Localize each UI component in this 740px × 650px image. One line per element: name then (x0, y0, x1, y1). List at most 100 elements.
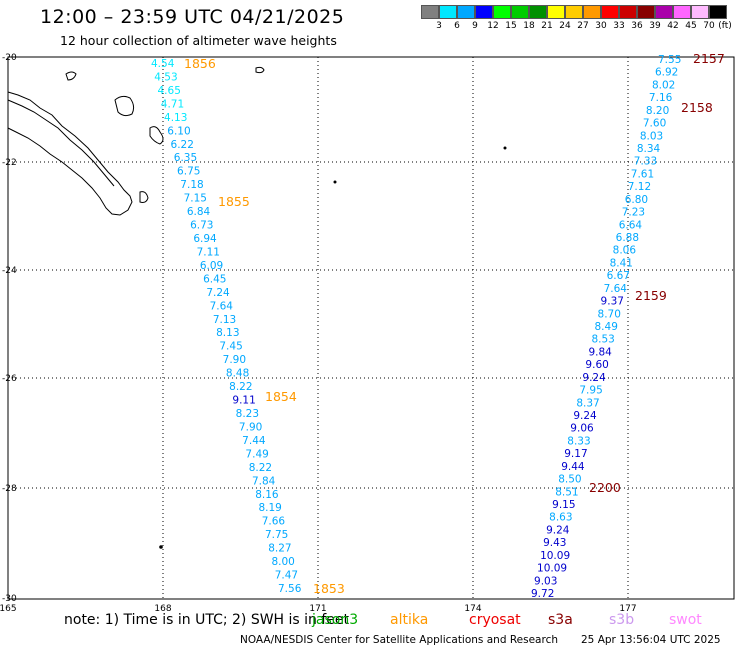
wave-height-value: 9.72 (531, 588, 554, 600)
wave-height-value: 9.44 (561, 461, 585, 473)
pass-time-label: 1856 (184, 56, 216, 71)
island-4 (149, 126, 164, 145)
wave-height-value: 8.00 (271, 556, 294, 568)
graticule (8, 57, 734, 599)
legend-label: 3 (436, 21, 442, 31)
legend-swatch (457, 5, 475, 19)
wave-height-value: 4.71 (161, 98, 184, 110)
legend-label: 6 (454, 21, 460, 31)
coastline (7, 66, 265, 216)
lon-tick-label: 177 (619, 604, 636, 612)
wave-height-value: 7.55 (658, 54, 681, 66)
legend-label: 36 (631, 21, 643, 31)
pass-time-label: 1853 (313, 581, 345, 596)
wave-height-value: 7.75 (265, 529, 288, 541)
legend-swatch (601, 5, 619, 19)
map-frame (7, 56, 735, 600)
wave-height-value: 6.09 (200, 260, 223, 272)
legend-swatch (655, 5, 673, 19)
wave-height-value: 4.54 (151, 58, 175, 70)
islet-3 (159, 545, 163, 549)
pass-time-label: 2200 (589, 480, 621, 495)
legend-swatch (493, 5, 511, 19)
map-title: 12:00 – 23:59 UTC 04/21/2025 (40, 6, 345, 28)
wave-height-value: 8.34 (637, 143, 661, 155)
map-subtitle: 12 hour collection of altimeter wave hei… (60, 33, 337, 48)
generation-timestamp: 25 Apr 13:56:04 UTC 2025 (581, 634, 721, 646)
wave-height-value: 8.13 (216, 327, 239, 339)
wave-height-value: 8.33 (567, 435, 590, 447)
wave-height-value: 7.13 (213, 314, 236, 326)
wave-height-value: 6.80 (625, 194, 648, 206)
legend-label: 18 (523, 21, 535, 31)
altika-track: 4.544.53 4.654.71 4.136.10 6.226.35 6.757.18… (151, 56, 345, 596)
legend-label: 15 (505, 21, 517, 31)
wave-height-value: 9.37 (601, 296, 624, 308)
wave-height-value: 8.19 (258, 502, 281, 514)
wave-height-value: 8.22 (249, 462, 272, 474)
legend-label: 12 (487, 21, 499, 31)
color-legend: 3 6 9 12 15 18 21 24 27 30 33 36 39 42 45 70 (ft) (421, 5, 732, 33)
legend-swatch (511, 5, 529, 19)
wave-height-value: 7.49 (245, 448, 268, 460)
wave-height-value: 9.15 (552, 499, 575, 511)
legend-swatch (637, 5, 655, 19)
wave-height-value: 7.45 (219, 341, 242, 353)
wave-height-value: 8.63 (549, 512, 572, 524)
wave-height-value: 6.84 (187, 206, 211, 218)
legend-label: 24 (559, 21, 571, 31)
wave-height-value: 9.03 (534, 575, 557, 587)
wave-height-value: 10.09 (537, 563, 567, 575)
island-2 (65, 71, 77, 81)
pass-time-label: 1854 (265, 389, 297, 404)
wave-height-value: 7.16 (649, 92, 673, 104)
legend-label: 39 (649, 21, 661, 31)
wave-height-value: 8.70 (598, 308, 621, 320)
wave-height-value: 7.47 (275, 570, 298, 582)
wave-height-value: 7.23 (622, 207, 645, 219)
legend-swatch (547, 5, 565, 19)
wave-height-value: 8.20 (646, 105, 669, 117)
wave-height-value: 6.94 (193, 233, 217, 245)
wave-height-value: 8.48 (226, 368, 249, 380)
pass-time-label: 2159 (635, 288, 667, 303)
wave-height-value: 7.33 (634, 156, 657, 168)
wave-height-value: 7.11 (197, 246, 220, 258)
wave-height-value: 4.13 (164, 112, 187, 124)
wave-height-value: 6.92 (655, 67, 678, 79)
wave-height-value: 7.64 (210, 300, 234, 312)
wave-height-value: 9.60 (585, 359, 608, 371)
wave-height-value: 6.75 (177, 166, 200, 178)
legend-swatch (691, 5, 709, 19)
wave-height-value: 9.43 (543, 537, 566, 549)
satellite-swot-label: swot (669, 612, 702, 628)
legend-swatch (439, 5, 457, 19)
wave-height-value: 6.88 (616, 232, 639, 244)
legend-label: 9 (472, 21, 478, 31)
axis-labels: 165 168 171 174 177 -20 -22 -24 -26 -28 -30 (0, 53, 637, 612)
wave-height-value: 8.50 (558, 474, 581, 486)
legend-label: 45 (685, 21, 697, 31)
lat-tick-label: -30 (2, 594, 17, 604)
pass-time-label: 2158 (681, 100, 713, 115)
wave-height-value: 4.53 (154, 71, 177, 83)
legend-label: 30 (595, 21, 607, 31)
wave-height-value: 8.06 (613, 245, 637, 257)
lat-tick-label: -24 (2, 266, 17, 276)
wave-height-value: 7.60 (643, 118, 666, 130)
legend-swatches (421, 5, 727, 19)
wave-height-value: 8.02 (652, 79, 675, 91)
wave-height-value: 7.61 (631, 168, 654, 180)
wave-height-value: 8.51 (555, 486, 578, 498)
wave-height-value: 7.24 (206, 287, 230, 299)
reef-line (7, 99, 115, 187)
wave-height-value: 8.49 (595, 321, 618, 333)
legend-swatch (529, 5, 547, 19)
new-caledonia-coast (7, 91, 133, 216)
lat-tick-label: -22 (2, 158, 17, 168)
wave-height-value: 7.15 (184, 193, 207, 205)
wave-height-value: 8.27 (268, 543, 291, 555)
wave-height-map: 165 168 171 174 177-20-22-24-26-28-30 4.544.… (0, 51, 735, 612)
wave-height-value: 8.23 (236, 408, 259, 420)
wave-height-value: 7.64 (604, 283, 628, 295)
